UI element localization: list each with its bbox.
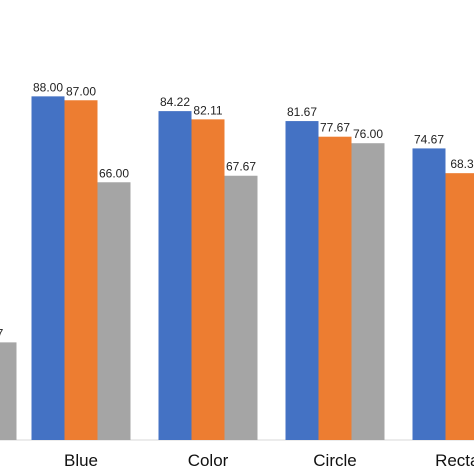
bar-s3-blue (97, 182, 131, 440)
bar-s1-circle (285, 121, 319, 441)
bar-value-label: 77.67 (320, 121, 350, 135)
category-label-color: Color (188, 451, 229, 470)
category-label-circle: Circle (313, 451, 356, 470)
bar-value-label: 74.67 (414, 132, 444, 146)
bar-s1-rectan (412, 148, 446, 441)
category-labels-group: Blue Color Circle Rectan (64, 451, 474, 470)
bar-value-label: 76.00 (353, 127, 383, 141)
bar-s2-rectan (445, 173, 474, 440)
bar-s1-blue (31, 96, 65, 441)
bar-value-label: 68.3 (450, 157, 474, 171)
bar-value-label: 88.00 (33, 80, 63, 94)
bar-labels-group: 88.00 84.22 81.67 74.67 87.00 82.11 77.67 68.3 7… (0, 80, 474, 340)
category-label-blue: Blue (64, 451, 98, 470)
bar-value-label: 66.00 (99, 166, 129, 180)
bar-value-label: 67.67 (226, 160, 256, 174)
bar-value-label: 7 (0, 326, 4, 340)
bar-s3-cat0 (0, 342, 17, 440)
bar-s2-circle (318, 136, 352, 440)
bar-s3-color (224, 175, 258, 440)
bar-value-label: 87.00 (66, 84, 96, 98)
bars-group (0, 96, 474, 441)
bar-value-label: 82.11 (193, 103, 222, 117)
bar-s2-color (191, 119, 225, 441)
bar-s1-color (158, 111, 192, 440)
bar-value-label: 81.67 (287, 105, 317, 119)
bar-value-label: 84.22 (160, 95, 190, 109)
category-label-rectan: Rectan (435, 451, 474, 470)
bar-s3-circle (351, 143, 385, 440)
bar-s2-blue (64, 100, 98, 440)
